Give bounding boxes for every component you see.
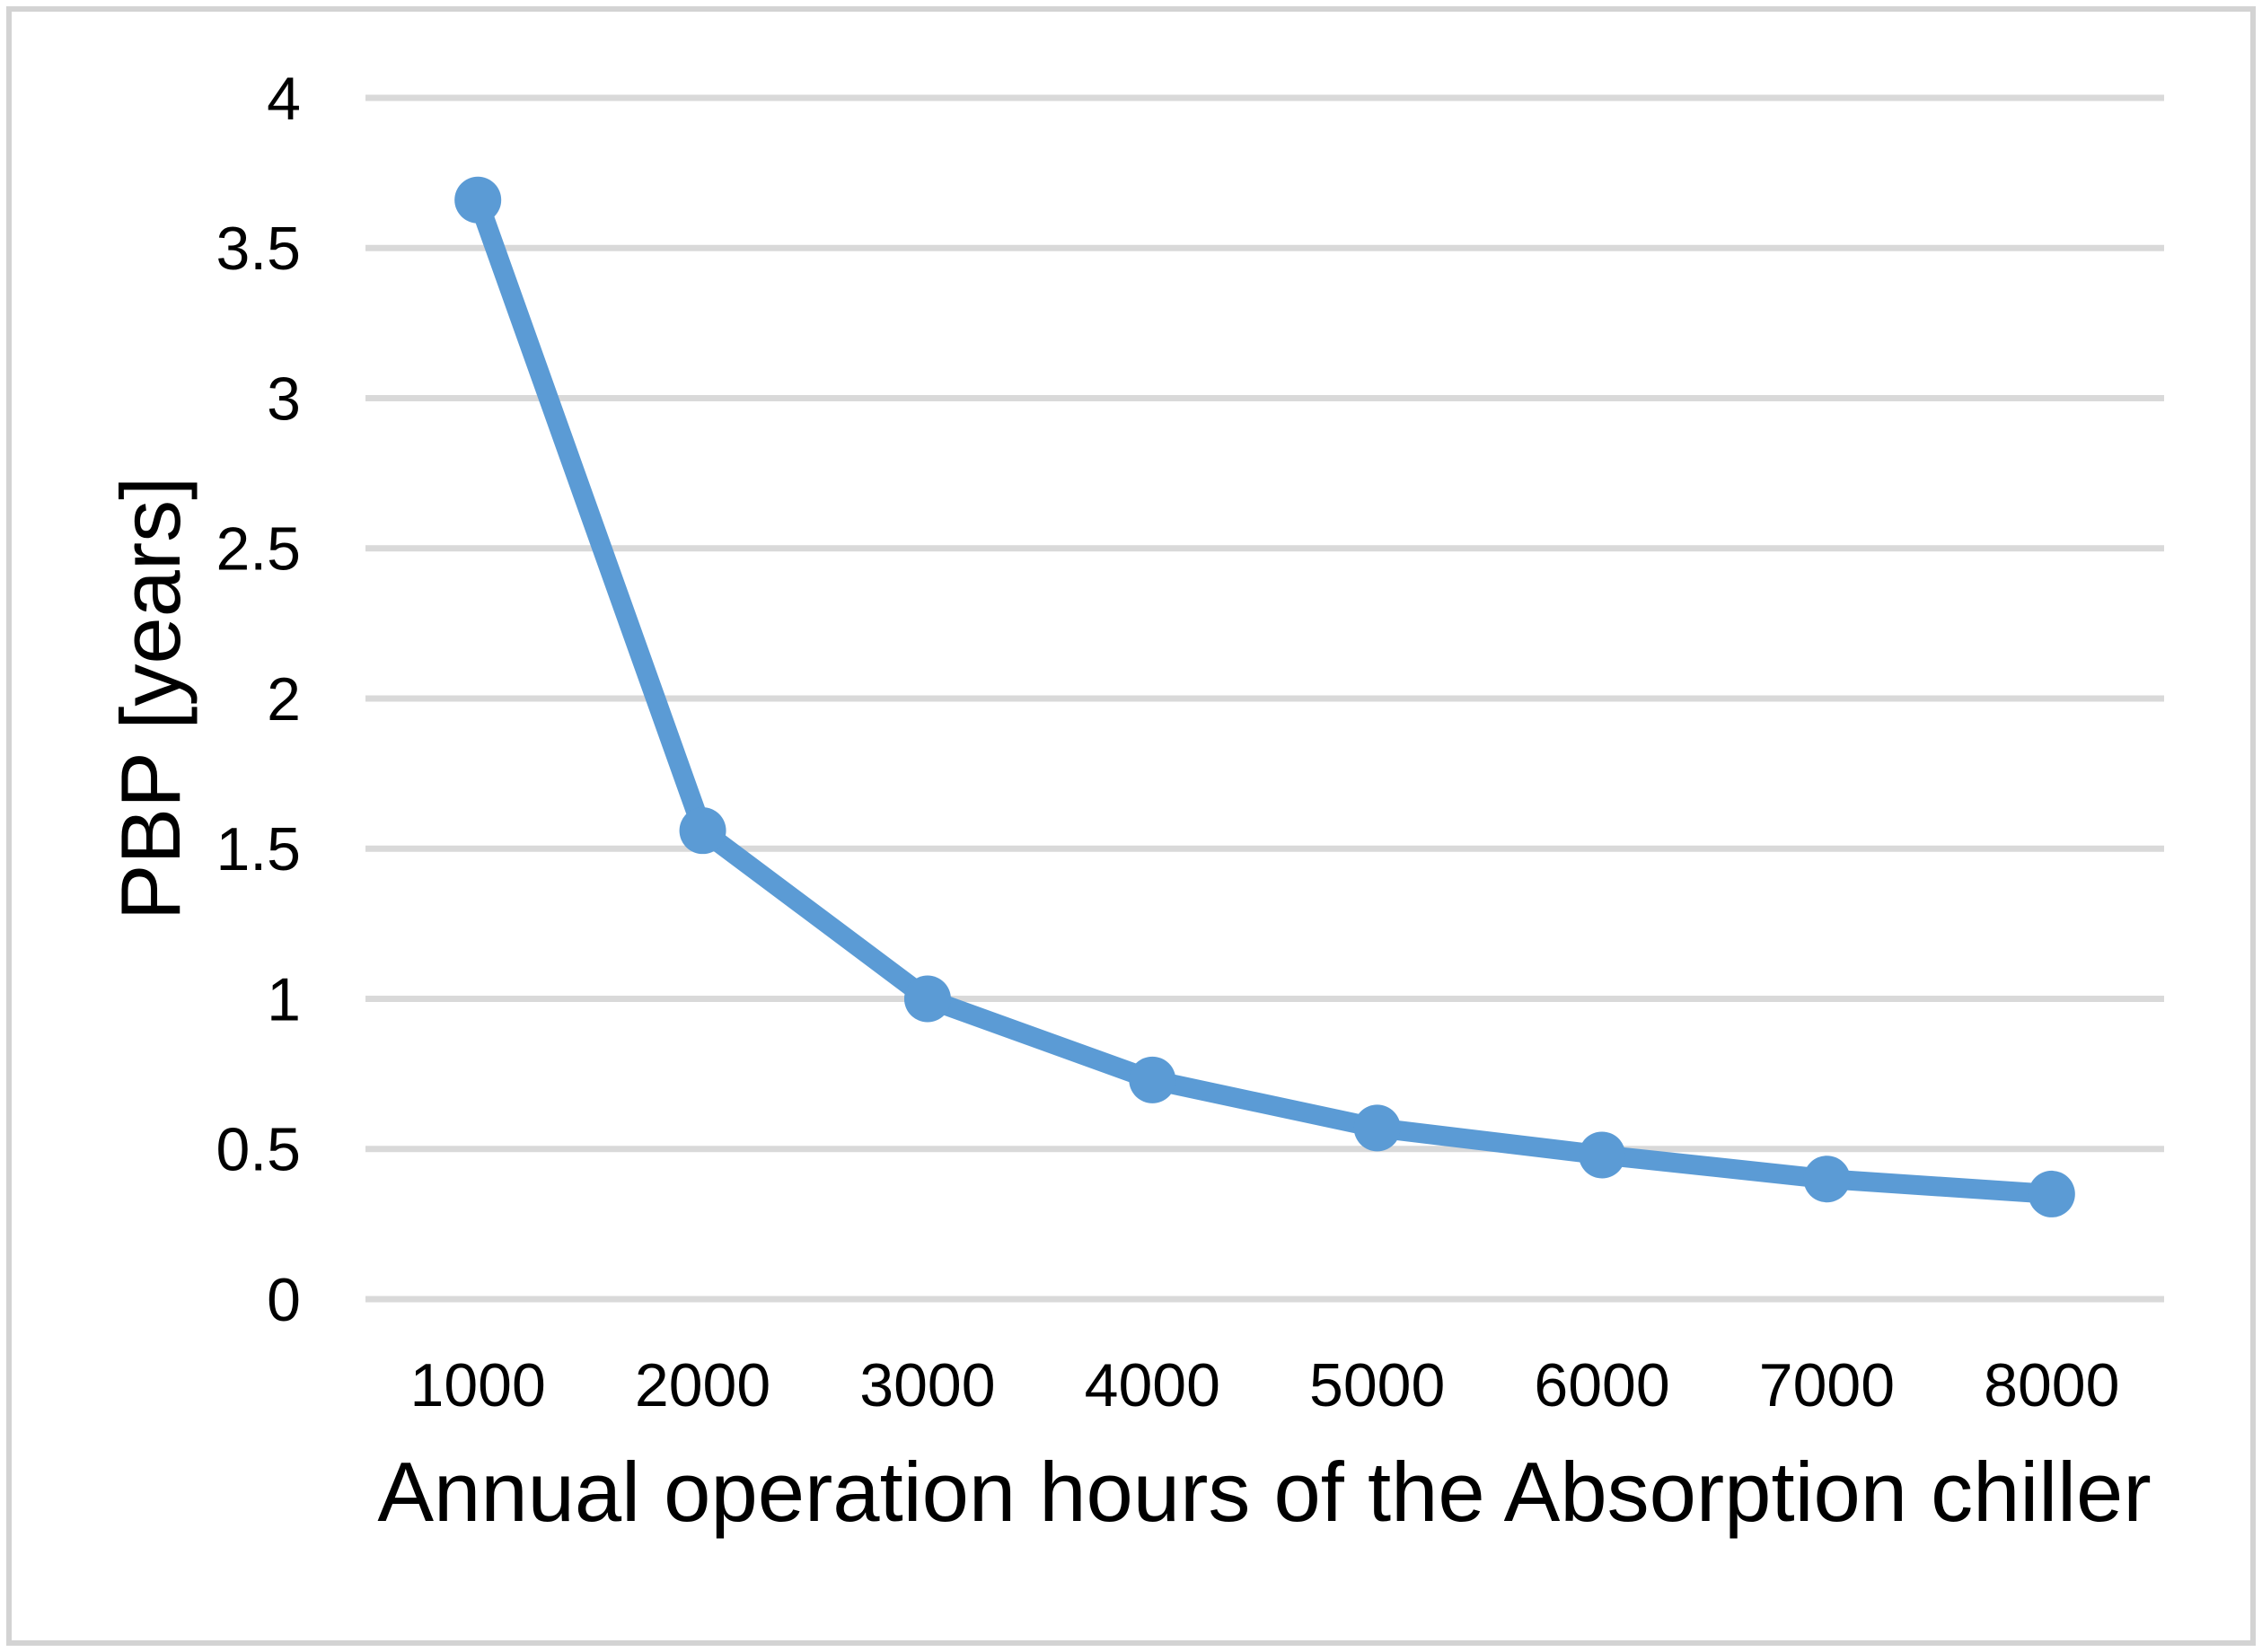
y-tick-label: 0.5 <box>216 1116 301 1184</box>
y-tick-label: 4 <box>267 65 301 133</box>
data-point-marker <box>903 975 951 1023</box>
data-point-marker <box>1803 1156 1851 1203</box>
y-tick-label: 2.5 <box>216 515 301 584</box>
x-axis-title: Annual operation hours of the Absorption… <box>377 1445 2152 1539</box>
data-point-marker <box>1353 1104 1401 1152</box>
y-tick-label: 3 <box>267 365 301 433</box>
data-point-marker <box>1579 1131 1626 1179</box>
x-tick-label: 4000 <box>1085 1351 1220 1419</box>
x-tick-label: 8000 <box>1984 1351 2119 1419</box>
series-line <box>468 189 2062 1204</box>
y-tick-label: 2 <box>267 665 301 734</box>
y-axis-title: PBP [years] <box>103 476 198 921</box>
y-tick-label: 0 <box>267 1266 301 1334</box>
x-tick-label: 5000 <box>1309 1351 1445 1419</box>
data-point-marker <box>454 176 502 224</box>
x-tick-label: 3000 <box>859 1351 995 1419</box>
y-tick-label: 3.5 <box>216 215 301 283</box>
y-tick-label: 1 <box>267 965 301 1033</box>
x-tick-label: 6000 <box>1534 1351 1669 1419</box>
x-tick-label: 1000 <box>410 1351 546 1419</box>
y-tick-label: 1.5 <box>216 815 301 883</box>
x-tick-label: 2000 <box>635 1351 770 1419</box>
chart-border-frame <box>6 6 2256 1646</box>
data-point-marker <box>2028 1170 2075 1217</box>
data-point-marker <box>1129 1056 1176 1103</box>
x-tick-label: 7000 <box>1759 1351 1895 1419</box>
data-point-marker <box>679 807 726 855</box>
